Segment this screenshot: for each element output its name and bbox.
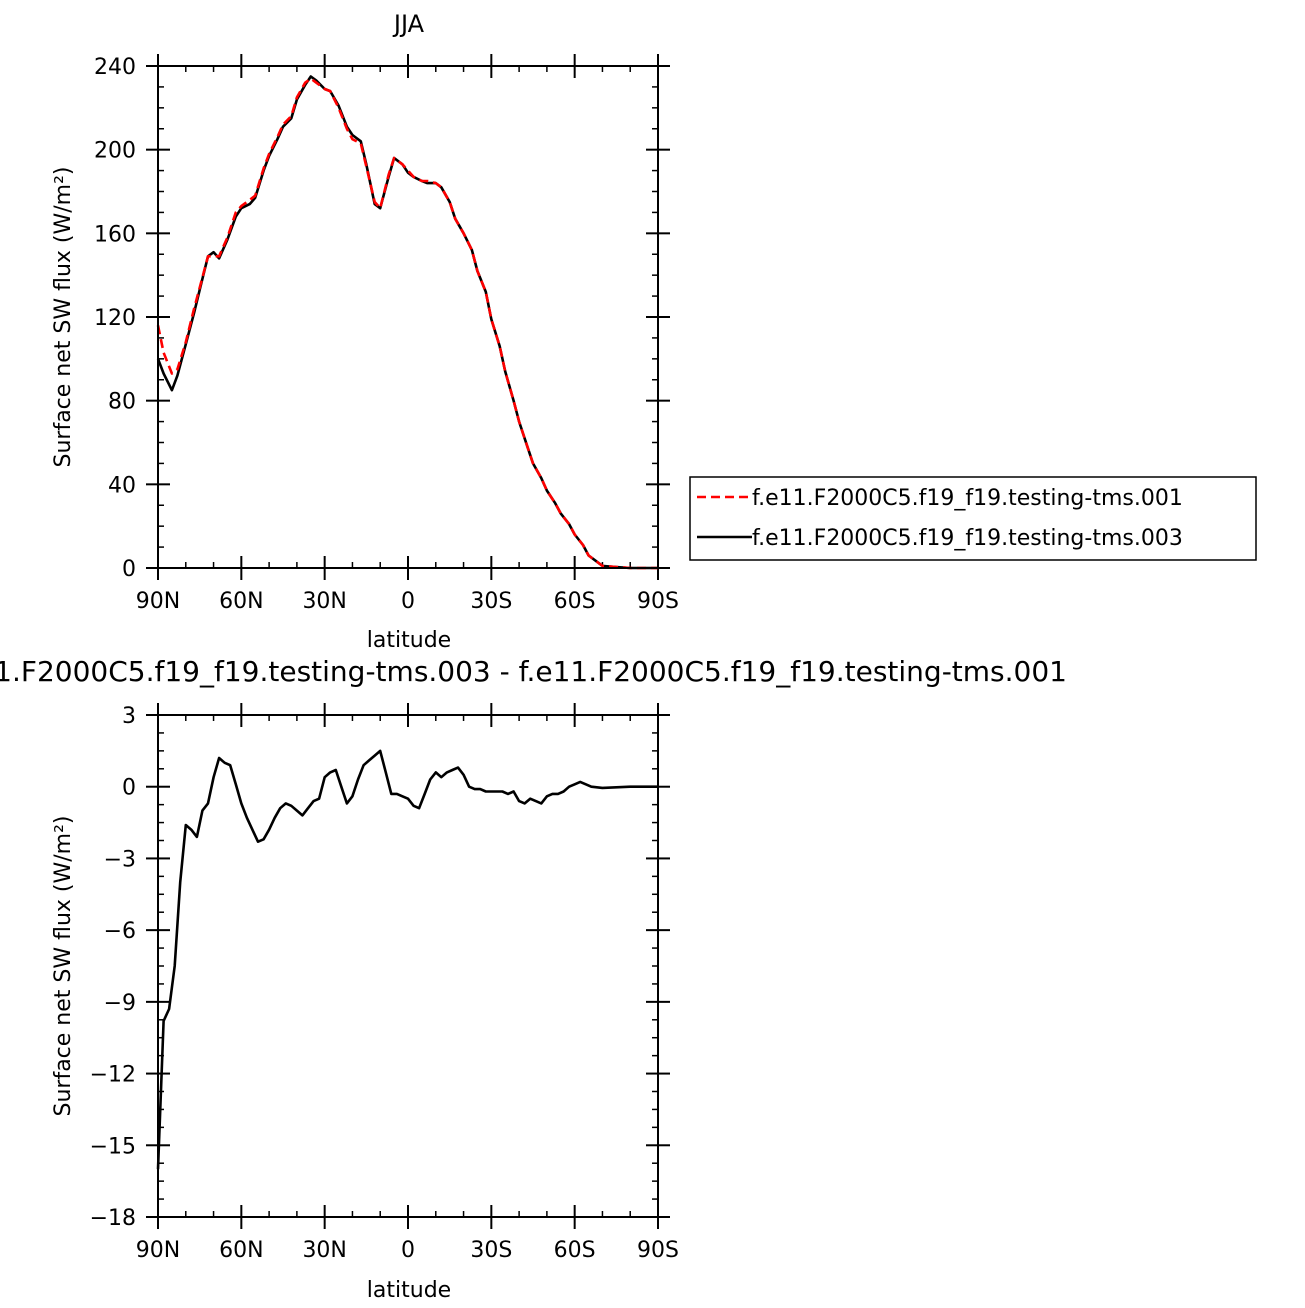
- top-tick-labels: 90N 60N 30N 0 30S 60S 90S 0 40 80 120 160 200 240: [94, 55, 679, 614]
- x-tick-label: 90S: [637, 1238, 679, 1263]
- series-line-0: [156, 749, 658, 1170]
- x-tick-label: 30N: [302, 589, 346, 614]
- legend-box: [689, 476, 1257, 561]
- top-ticks: [146, 54, 670, 580]
- y-tick-label: −6: [104, 919, 136, 944]
- x-tick-label: 0: [401, 589, 415, 614]
- y-tick-label: −18: [90, 1206, 136, 1231]
- x-tick-label: 0: [401, 1238, 415, 1263]
- top-series-group: [156, 75, 658, 570]
- top-legend: f.e11.F2000C5.f19_f19.testing-tms.001 f.…: [689, 476, 1257, 561]
- y-tick-label: 120: [94, 306, 136, 331]
- x-tick-label: 30S: [470, 589, 512, 614]
- x-tick-label: 60N: [219, 589, 263, 614]
- y-tick-label: 160: [94, 222, 136, 247]
- y-tick-label: 0: [122, 557, 136, 582]
- y-tick-label: −9: [104, 991, 136, 1016]
- x-tick-label: 60S: [554, 1238, 596, 1263]
- top-x-axis-label: latitude: [367, 628, 451, 653]
- top-chart-title: JJA: [392, 10, 425, 38]
- bottom-series-group: [156, 749, 658, 1170]
- x-tick-label: 90N: [136, 589, 180, 614]
- y-tick-label: 0: [122, 776, 136, 801]
- bottom-x-axis-label: latitude: [367, 1278, 451, 1303]
- x-tick-label: 90N: [136, 1238, 180, 1263]
- y-tick-label: 3: [122, 704, 136, 729]
- top-panel: JJA 90N 60N 30N 0 30S 60S 90S 0 40 80 120 160 200 240…: [51, 10, 1257, 653]
- y-tick-label: −15: [90, 1134, 136, 1159]
- series-line-0: [156, 77, 658, 570]
- x-tick-label: 60S: [554, 589, 596, 614]
- top-y-axis-label: Surface net SW flux (W/m²): [51, 166, 76, 467]
- bottom-chart-title: f.e11.F2000C5.f19_f19.testing-tms.003 - …: [0, 655, 1067, 688]
- x-tick-label: 30N: [302, 1238, 346, 1263]
- bottom-plot-frame: [157, 714, 659, 1218]
- legend-label-series-003: f.e11.F2000C5.f19_f19.testing-tms.003: [752, 526, 1183, 551]
- y-tick-label: 80: [108, 390, 136, 415]
- bottom-tick-labels: 90N 60N 30N 0 30S 60S 90S −18 −15 −12 −9 −6 −3 0 3: [90, 704, 679, 1263]
- bottom-panel: f.e11.F2000C5.f19_f19.testing-tms.003 - …: [0, 655, 1067, 1303]
- y-tick-label: −12: [90, 1063, 136, 1088]
- y-tick-label: 200: [94, 139, 136, 164]
- x-tick-label: 30S: [470, 1238, 512, 1263]
- y-tick-label: 40: [108, 473, 136, 498]
- bottom-y-axis-label: Surface net SW flux (W/m²): [51, 815, 76, 1116]
- y-tick-label: −3: [104, 847, 136, 872]
- bottom-ticks: [146, 703, 670, 1229]
- series-line-1: [156, 75, 658, 570]
- y-tick-label: 240: [94, 55, 136, 80]
- legend-label-series-001: f.e11.F2000C5.f19_f19.testing-tms.001: [752, 486, 1183, 511]
- x-tick-label: 90S: [637, 589, 679, 614]
- x-tick-label: 60N: [219, 1238, 263, 1263]
- top-plot-frame: [157, 65, 659, 569]
